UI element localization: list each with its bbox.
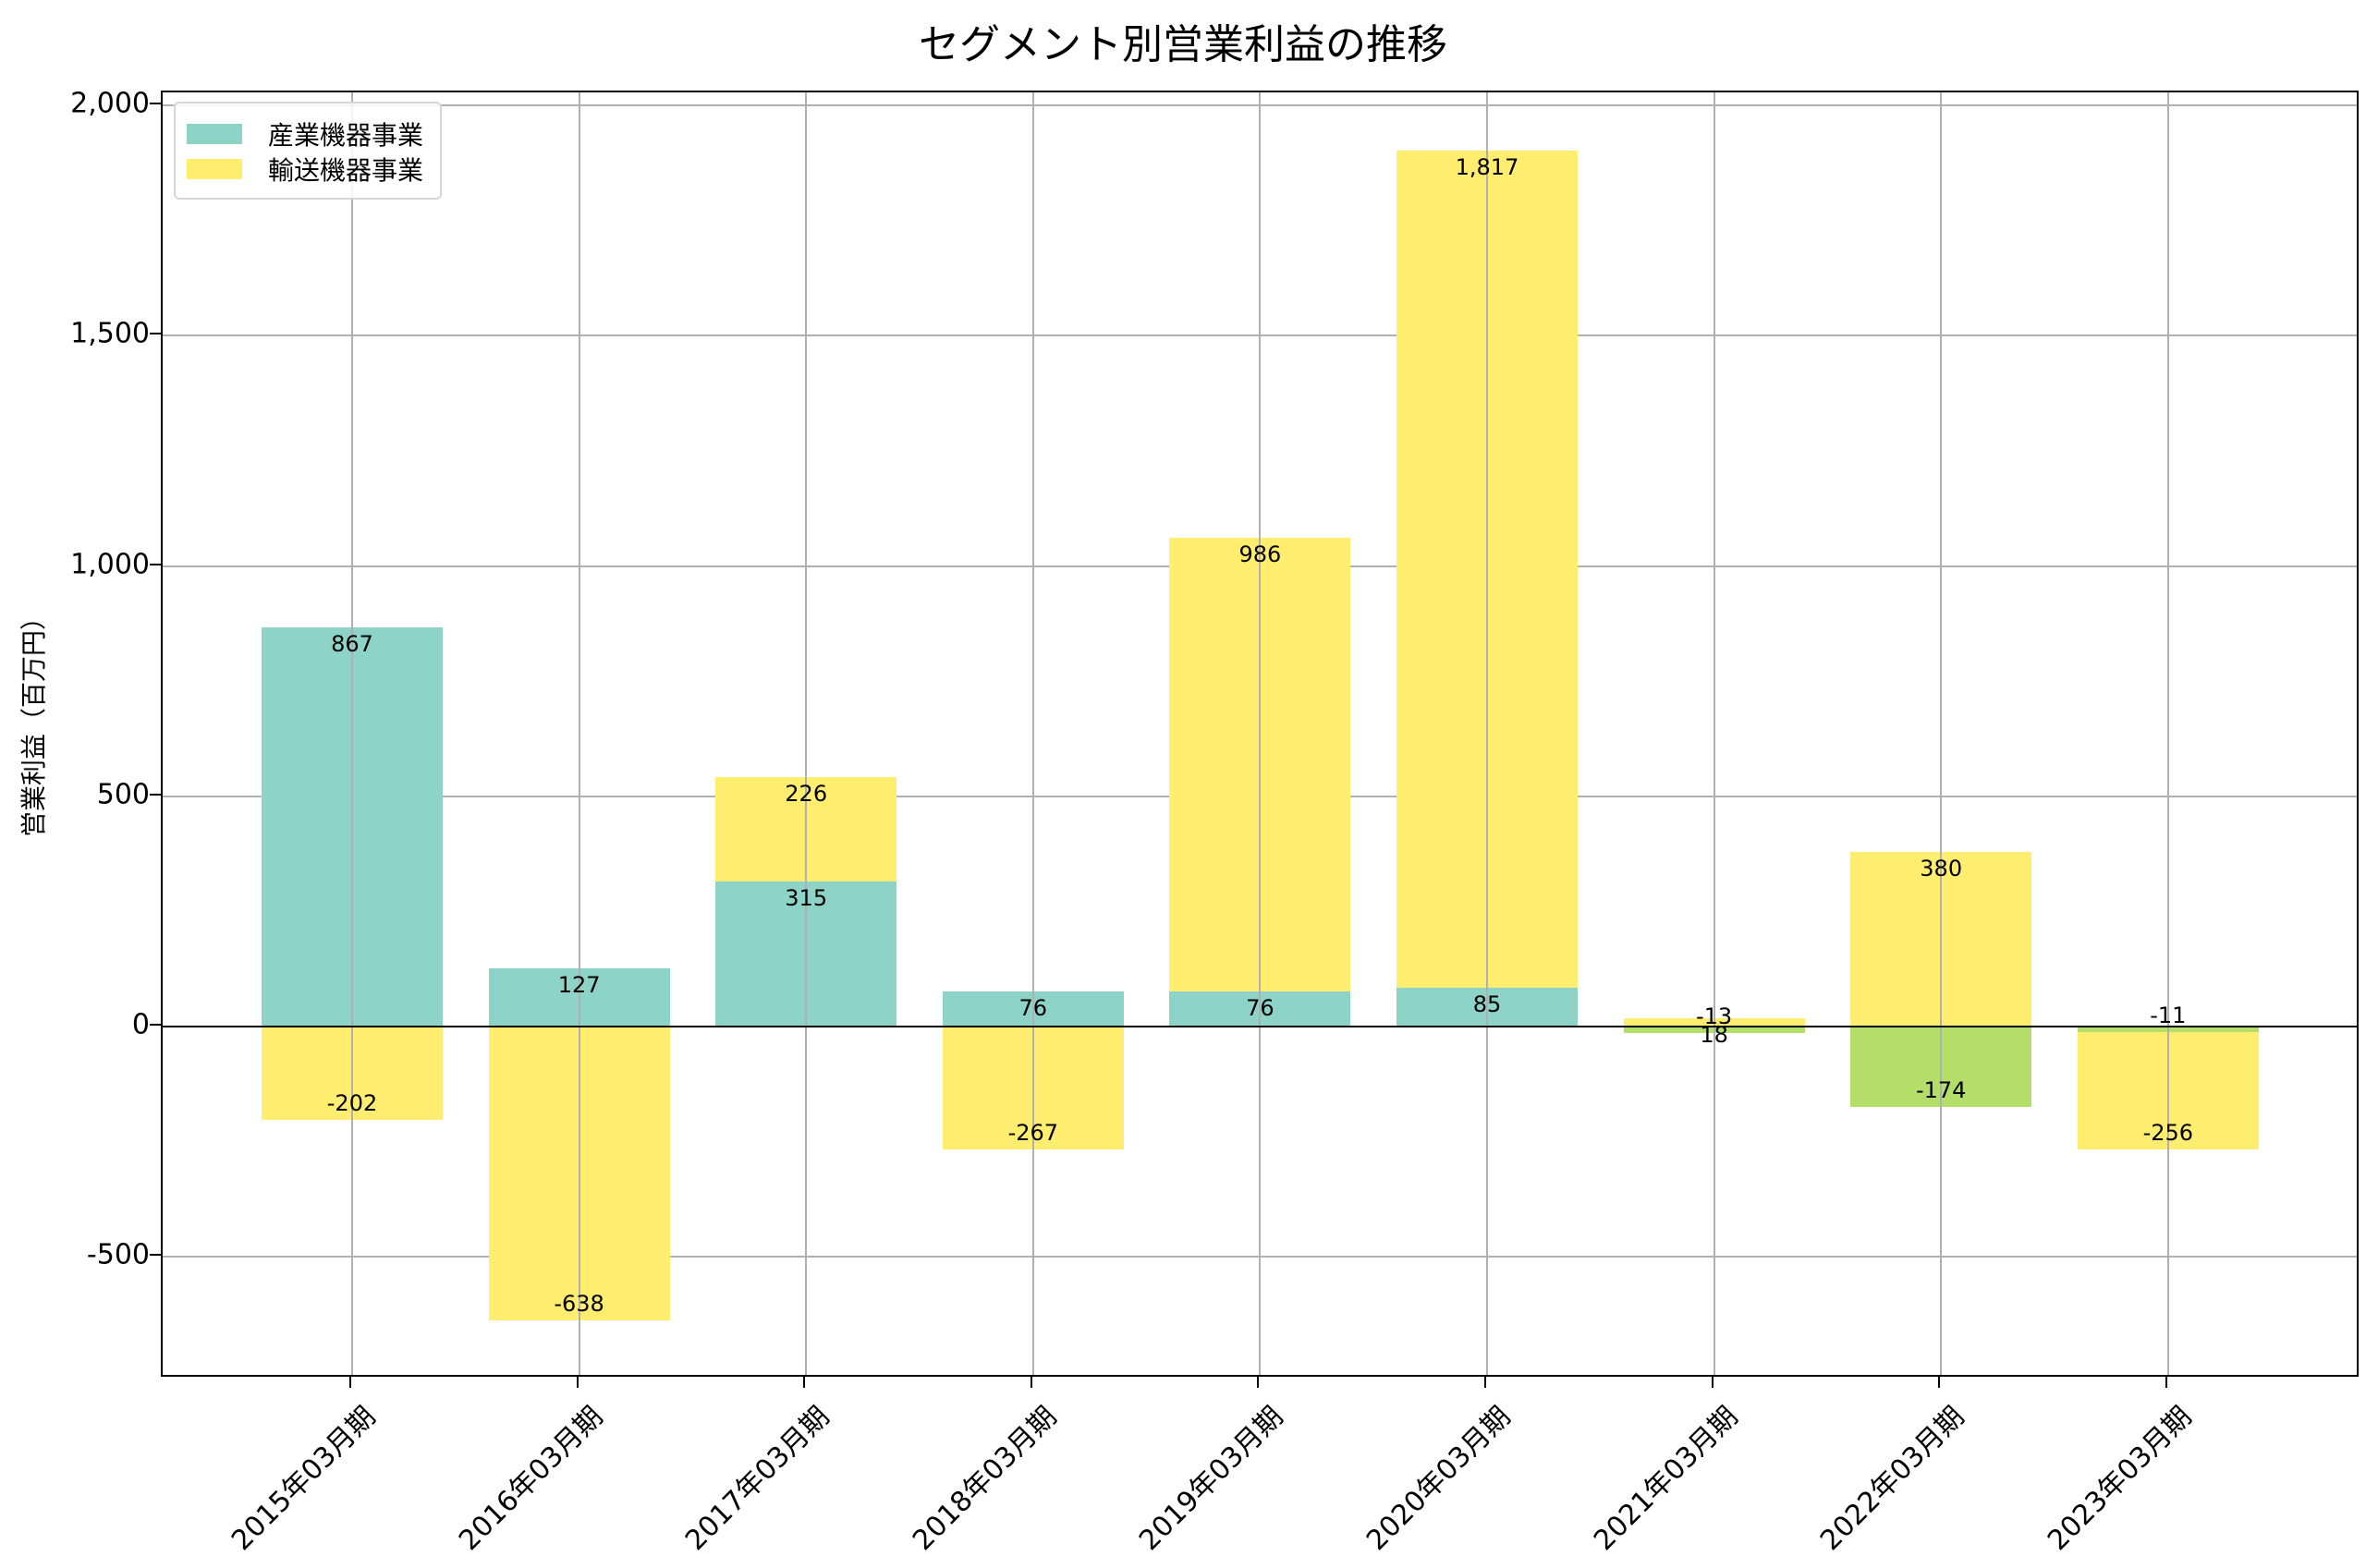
y-tick-label: 2,000: [70, 87, 150, 120]
legend: 産業機器事業 輸送機器事業: [174, 102, 442, 200]
data-label-transport: -638: [554, 1291, 604, 1318]
data-label-transport: 986: [1238, 541, 1282, 567]
gridline-vertical: [2166, 92, 2169, 1375]
legend-item-industrial: 産業機器事業: [187, 120, 423, 151]
x-tick-label: 2021年03月期: [1587, 1400, 1744, 1558]
data-label-transport: 1,817: [1455, 153, 1519, 180]
x-tick-mark: [576, 1377, 579, 1388]
data-label-transport: 226: [785, 781, 828, 808]
legend-item-transport: 輸送機器事業: [187, 155, 423, 186]
data-label-industrial: -13: [1695, 1003, 1733, 1029]
x-tick-mark: [803, 1377, 806, 1388]
legend-label: 輸送機器事業: [268, 155, 424, 186]
gridline-vertical: [351, 92, 353, 1375]
plot-area: 867 -202 127 -638 315 226 76 -267 76 986 85 1,817 -1…: [161, 91, 2359, 1377]
y-tick-label: -500: [86, 1238, 150, 1271]
data-label-transport: 380: [1920, 855, 1963, 881]
x-tick-mark: [1938, 1377, 1941, 1388]
data-label-industrial: 76: [1246, 995, 1274, 1022]
chart-title: セグメント別営業利益の推移: [919, 21, 1447, 68]
x-tick-label: 2017年03月期: [679, 1400, 836, 1558]
gridline-vertical: [1940, 92, 1943, 1375]
y-tick-label: 500: [96, 778, 150, 811]
data-label-transport: -202: [326, 1089, 378, 1116]
x-tick-mark: [1030, 1377, 1032, 1388]
y-tick-mark: [150, 793, 161, 796]
y-tick-mark: [150, 563, 161, 565]
gridline-vertical: [1259, 92, 1262, 1375]
y-tick-mark: [150, 1024, 161, 1027]
x-tick-mark: [1257, 1377, 1260, 1388]
data-label-industrial: 76: [1018, 995, 1048, 1022]
x-tick-mark: [2165, 1377, 2167, 1388]
x-tick-mark: [1484, 1377, 1486, 1388]
legend-swatch-transport: [187, 159, 242, 179]
x-tick-label: 2018年03月期: [906, 1400, 1064, 1558]
y-tick-mark: [150, 1254, 161, 1257]
y-tick-label: 1,500: [70, 317, 150, 350]
data-label-industrial: 315: [785, 885, 828, 912]
x-tick-label: 2016年03月期: [452, 1400, 609, 1558]
data-label-industrial: 867: [331, 630, 373, 657]
y-tick-label: 1,000: [70, 548, 150, 581]
y-axis-label: 営業利益（百万円）: [18, 603, 49, 838]
data-label-industrial: 85: [1472, 991, 1502, 1017]
x-tick-mark: [1711, 1377, 1714, 1388]
gridline-vertical: [805, 92, 808, 1375]
x-tick-label: 2020年03月期: [1360, 1400, 1518, 1558]
x-tick-label: 2019年03月期: [1133, 1400, 1290, 1558]
x-tick-label: 2022年03月期: [1814, 1400, 1971, 1558]
gridline-vertical: [1486, 92, 1488, 1375]
y-tick-mark: [150, 102, 161, 104]
gridline-vertical: [578, 92, 580, 1375]
x-tick-mark: [349, 1377, 351, 1388]
data-label-industrial: -11: [2150, 1002, 2187, 1028]
data-label-industrial: 127: [557, 971, 601, 998]
x-tick-label: 2015年03月期: [226, 1400, 383, 1558]
legend-swatch-industrial: [187, 124, 242, 144]
data-label-industrial: -174: [1915, 1076, 1967, 1103]
data-label-transport: 18: [1700, 1022, 1728, 1049]
gridline-vertical: [1713, 92, 1715, 1375]
legend-label: 産業機器事業: [268, 120, 424, 151]
zero-baseline: [163, 1026, 2357, 1028]
x-tick-label: 2023年03月期: [2041, 1400, 2199, 1558]
y-tick-mark: [150, 333, 161, 335]
gridline-vertical: [1031, 92, 1034, 1375]
data-label-transport: -256: [2142, 1120, 2194, 1147]
y-tick-label: 0: [131, 1008, 150, 1041]
data-label-transport: -267: [1007, 1120, 1059, 1147]
